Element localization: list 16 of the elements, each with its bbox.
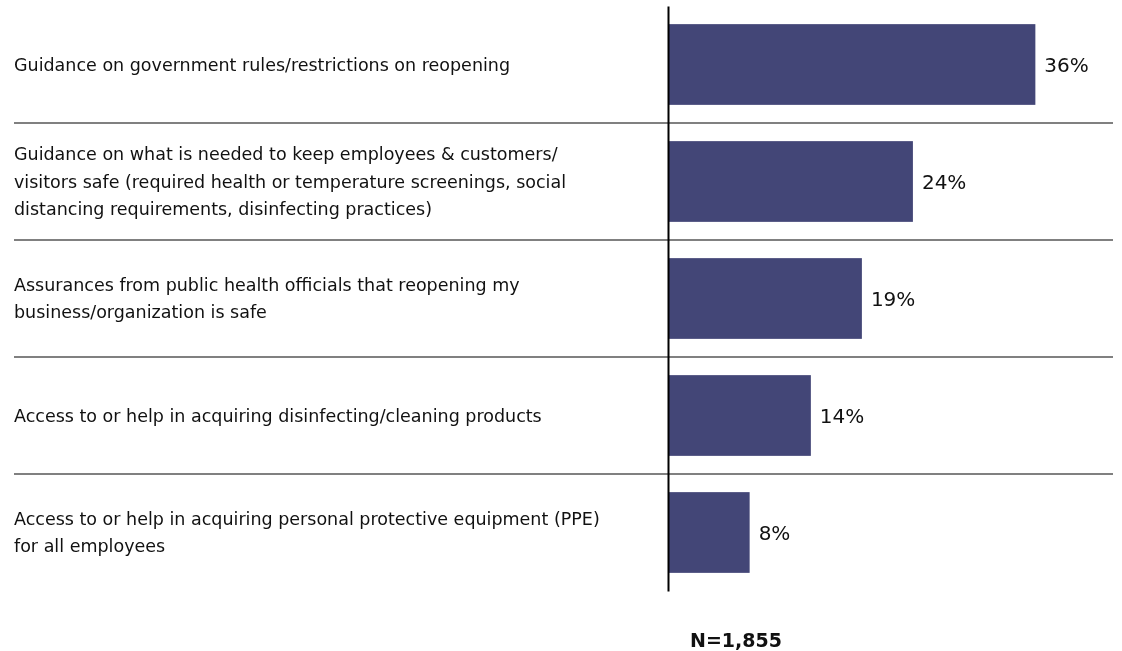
data-label: 8%	[758, 520, 791, 545]
y-tick-label: Guidance on government rules/restrictions on reopening	[14, 54, 511, 75]
data-label: 24%	[921, 169, 967, 194]
y-tick-label: Access to or help in acquiring disinfecting/cleaning products	[14, 405, 542, 426]
bar	[668, 258, 862, 339]
bar	[668, 24, 1036, 105]
bar	[668, 492, 750, 573]
text: N=1,855	[690, 629, 782, 651]
y-tick-label: Assurances from public health officials that reopening my business/organization is safe	[14, 274, 520, 323]
data-label: 19%	[870, 286, 916, 311]
bar	[668, 375, 811, 456]
data-label: 36%	[1044, 52, 1089, 77]
data-label: 14%	[819, 403, 865, 428]
bar	[668, 141, 913, 222]
y-tick-label: Access to or help in acquiring personal protective equipment (PPE) for all employees	[14, 508, 600, 557]
y-tick-label: Guidance on what is needed to keep employees & customers/ visitors safe (required health or temperature screenings, social distancing requirements, disinfecting practices)	[14, 144, 567, 219]
